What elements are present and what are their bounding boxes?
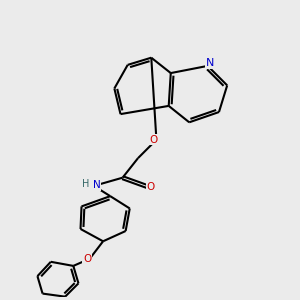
Text: H: H [82,179,90,189]
Text: O: O [147,182,155,192]
Text: N: N [93,180,101,190]
Text: O: O [83,254,91,264]
Text: O: O [150,135,158,145]
Text: N: N [206,58,214,68]
